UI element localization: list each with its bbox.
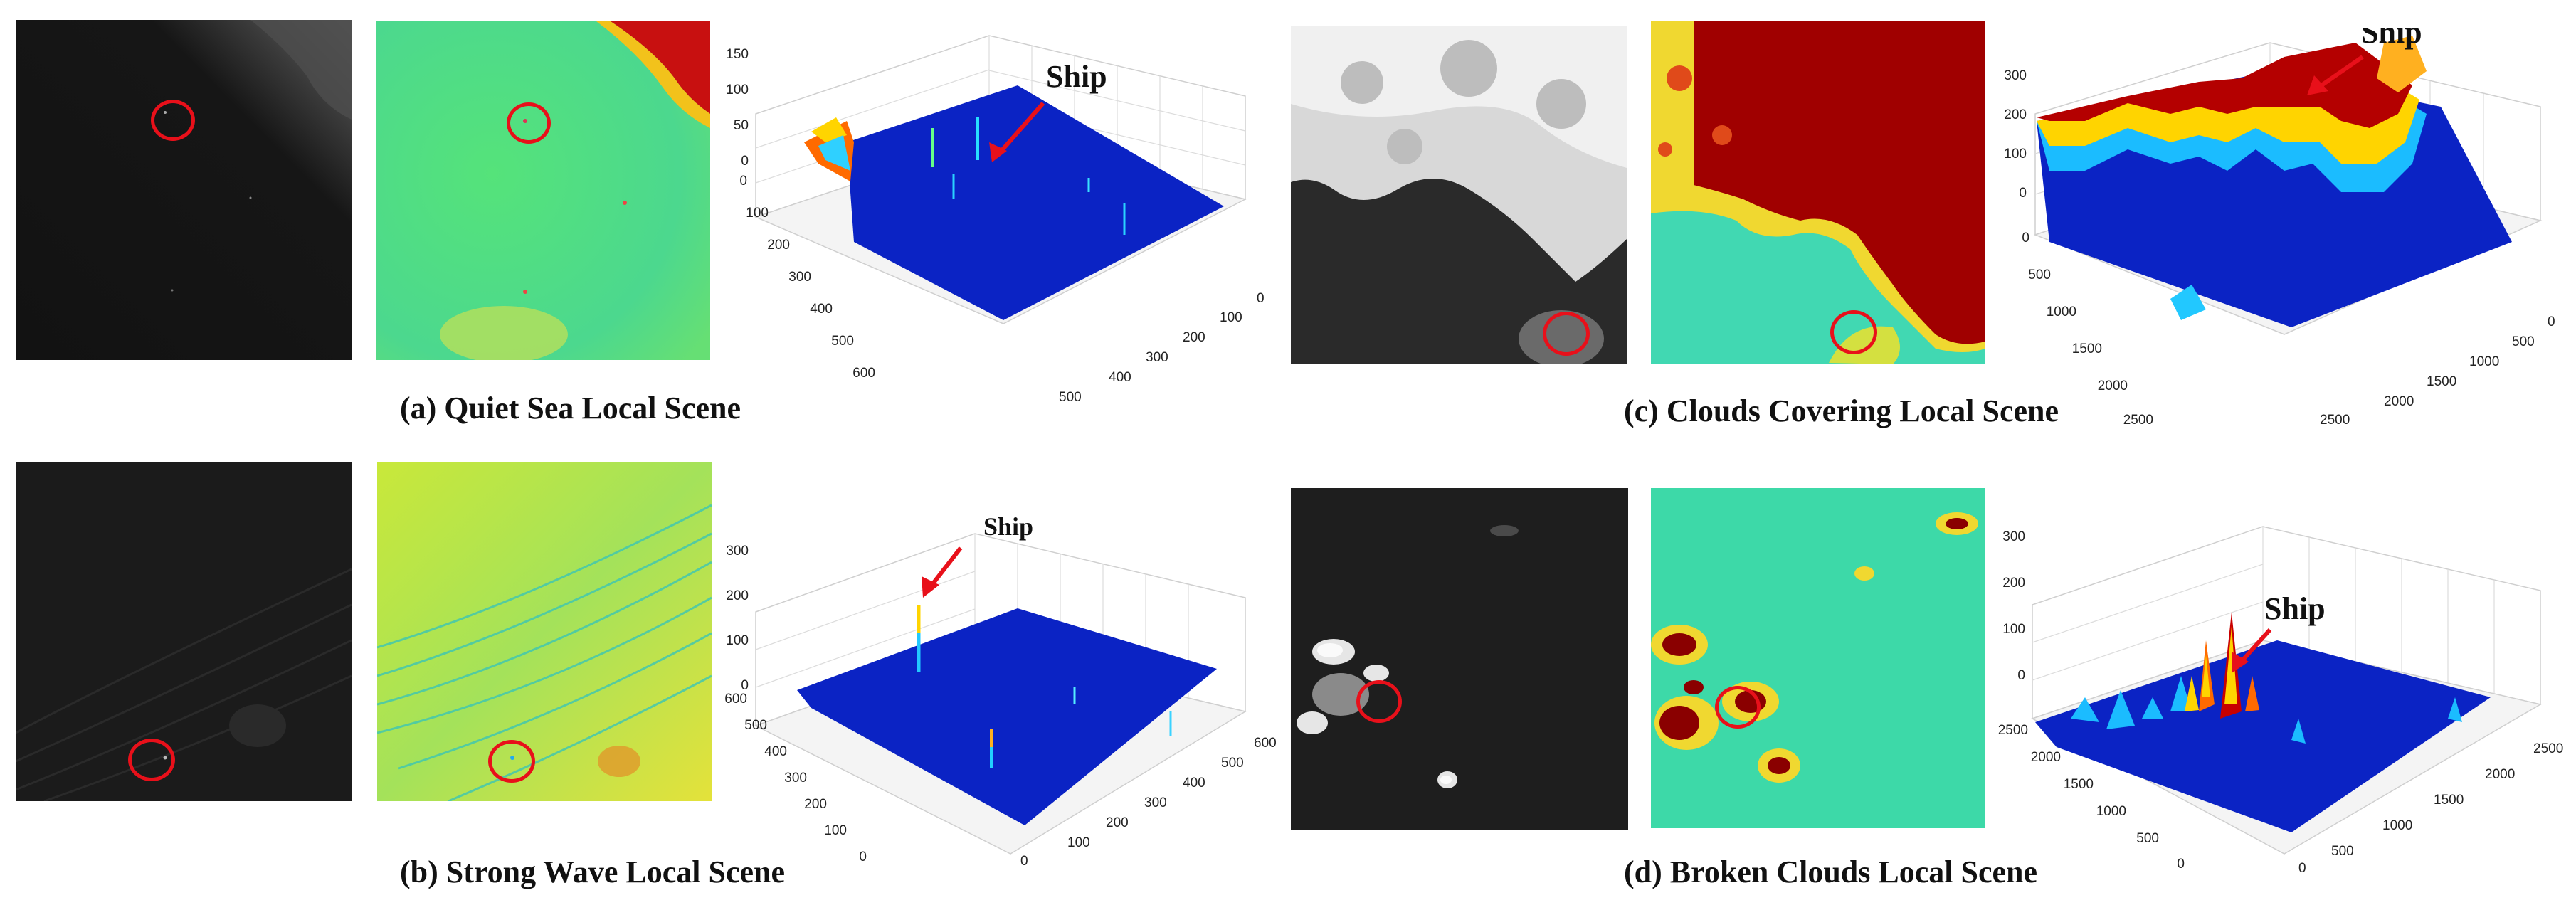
panel-a-z-tick: 0 — [741, 154, 749, 169]
panel-b-right-tick: 600 — [1254, 736, 1277, 751]
panel-c-colormap-image — [1651, 21, 1985, 364]
panel-a-right-tick: 0 — [1257, 291, 1265, 306]
panel-b-caption: (b) Strong Wave Local Scene — [400, 855, 786, 889]
panel-d-colormap-marker-circle — [1715, 686, 1761, 729]
panel-c-left-tick: 2500 — [2123, 413, 2153, 427]
panel-d-left-tick: 2000 — [2031, 750, 2061, 765]
panel-c-left-tick: 1000 — [2047, 305, 2076, 319]
panel-a-right-tick: 100 — [1220, 310, 1242, 325]
panel-d-ship-marker-circle — [1356, 680, 1402, 723]
panel-c-right-tick: 2000 — [2384, 394, 2414, 409]
panel-b-colormap-marker-circle — [488, 740, 535, 783]
panel-a-right-tick: 400 — [1109, 370, 1131, 385]
panel-c-right-tick: 500 — [2512, 334, 2535, 349]
panel-b-left-tick: 300 — [784, 771, 807, 785]
panel-d-right-tick: 1000 — [2382, 818, 2412, 833]
panel-b-z-tick: 300 — [726, 544, 749, 559]
panel-c-z-tick: 200 — [2004, 107, 2027, 122]
panel-a-left-tick: 600 — [852, 366, 875, 381]
panel-b-left-tick: 500 — [744, 718, 767, 733]
panel-d-caption: (d) Broken Clouds Local Scene — [1624, 855, 2038, 889]
panel-d-left-tick: 1500 — [2064, 777, 2094, 792]
panel-a-3d-surface-plot: 150 100 50 0 0 100 200 300 400 500 600 0… — [719, 28, 1281, 413]
panel-b-left-tick: 0 — [859, 850, 867, 864]
panel-c-right-tick: 1000 — [2469, 354, 2499, 369]
panel-b-ship-label: Ship — [983, 512, 1033, 541]
panel-c-ship-label: Ship — [2361, 28, 2422, 50]
panel-d-grayscale-image — [1291, 488, 1628, 830]
panel-b-right-tick: 500 — [1221, 756, 1244, 771]
panel-c-z-tick: 100 — [2004, 147, 2027, 162]
panel-d-left-tick: 1000 — [2096, 804, 2126, 819]
panel-b-colormap-image — [377, 462, 712, 801]
panel-b-left-tick: 600 — [724, 692, 747, 707]
panel-c-right-tick: 1500 — [2427, 374, 2456, 389]
panel-b-right-tick: 400 — [1183, 776, 1205, 790]
panel-a-left-tick: 100 — [746, 206, 769, 221]
panel-b-left-tick: 200 — [804, 797, 827, 812]
panel-d-right-tick: 0 — [2298, 861, 2306, 876]
panel-b-right-tick: 200 — [1106, 815, 1129, 830]
panel-d-z-tick: 200 — [2002, 576, 2025, 591]
panel-a-colormap-marker-circle — [507, 102, 551, 144]
panel-d-left-tick: 500 — [2136, 831, 2159, 846]
panel-a-left-tick: 400 — [810, 302, 833, 317]
panel-a-right-tick: 500 — [1059, 390, 1082, 405]
panel-a-grayscale-image — [16, 20, 352, 360]
panel-c-ship-marker-circle — [1543, 312, 1590, 356]
panel-d-right-tick: 500 — [2331, 844, 2354, 859]
panel-b-left-tick: 400 — [764, 744, 787, 759]
panel-a-right-tick: 200 — [1183, 330, 1205, 345]
panel-d-right-tick: 2000 — [2485, 767, 2515, 782]
panel-d-left-tick: 0 — [2177, 857, 2185, 872]
panel-a-z-tick: 150 — [726, 47, 749, 62]
panel-a-colormap-image — [376, 21, 710, 360]
panel-b-right-tick: 100 — [1067, 835, 1090, 850]
panel-c-grayscale-image — [1291, 26, 1627, 364]
panel-b-ship-marker-circle — [128, 739, 175, 781]
panel-c-z-tick: 0 — [2019, 186, 2027, 201]
panel-c-right-tick: 0 — [2548, 314, 2555, 329]
panel-b-grayscale-image — [16, 462, 352, 801]
panel-a-right-tick: 300 — [1146, 350, 1168, 365]
panel-d-colormap-image — [1651, 488, 1985, 828]
panel-c-left-tick: 2000 — [2098, 379, 2128, 393]
panel-a-ship-marker-circle — [151, 100, 195, 141]
panel-d-right-tick: 2500 — [2533, 741, 2563, 756]
panel-b-z-tick: 200 — [726, 588, 749, 603]
panel-a-z-tick: 100 — [726, 83, 749, 97]
panel-c-left-tick: 1500 — [2072, 342, 2102, 356]
panel-c-caption: (c) Clouds Covering Local Scene — [1624, 393, 2059, 428]
panel-b-3d-surface-plot: 300 200 100 0 600 500 400 300 200 100 0 … — [719, 455, 1281, 868]
panel-d-ship-label: Ship — [2264, 591, 2326, 626]
panel-d-z-tick: 300 — [2002, 529, 2025, 544]
panel-c-3d-surface-plot: 300 200 100 0 0 500 1000 1500 2000 2500 … — [1985, 28, 2569, 427]
panel-c-colormap-marker-circle — [1830, 310, 1877, 354]
panel-c-right-tick: 2500 — [2320, 413, 2350, 427]
panel-c-left-tick: 0 — [2022, 231, 2029, 245]
panel-c-left-tick: 500 — [2028, 268, 2051, 282]
panel-a-ship-label: Ship — [1046, 59, 1107, 94]
panel-d-right-tick: 1500 — [2434, 793, 2464, 808]
panel-a-left-tick: 200 — [767, 238, 790, 253]
panel-d-z-tick: 100 — [2002, 622, 2025, 637]
panel-a-left-tick: 500 — [831, 334, 854, 349]
panel-d-3d-surface-plot: 300 200 100 0 2500 2000 1500 1000 500 0 … — [1992, 484, 2569, 882]
panel-a-left-tick: 300 — [788, 270, 811, 285]
panel-b-right-tick: 300 — [1144, 795, 1167, 810]
panel-c-z-tick: 300 — [2004, 68, 2027, 83]
panel-b-left-tick: 100 — [824, 823, 847, 838]
panel-d-left-tick: 2500 — [1998, 723, 2028, 738]
panel-d-z-tick: 0 — [2017, 668, 2025, 683]
panel-b-z-tick: 100 — [726, 633, 749, 648]
panel-a-z-tick: 50 — [734, 118, 749, 133]
panel-b-z-tick: 0 — [741, 678, 749, 693]
panel-a-left-tick: 0 — [739, 174, 747, 189]
panel-a-caption: (a) Quiet Sea Local Scene — [400, 391, 741, 425]
panel-b-right-tick: 0 — [1020, 854, 1028, 868]
